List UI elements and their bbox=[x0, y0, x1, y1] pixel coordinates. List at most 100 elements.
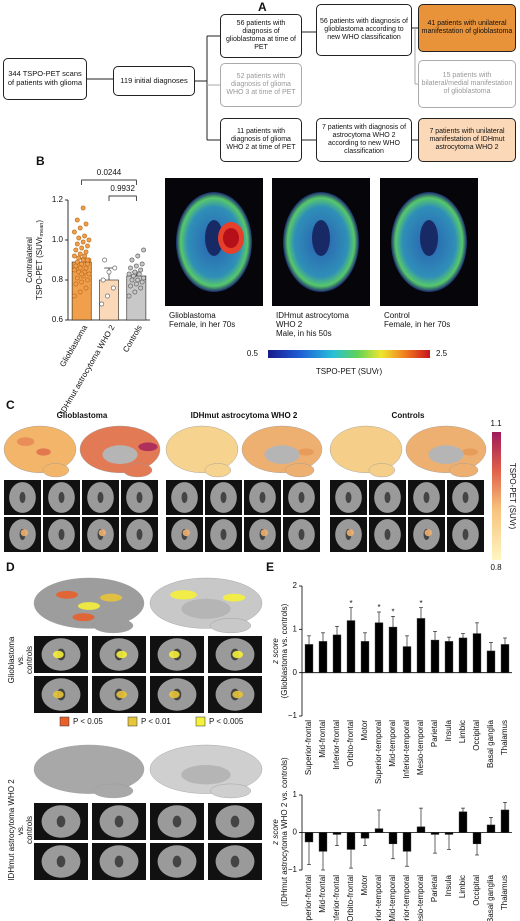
data-point bbox=[86, 271, 92, 277]
x-tick-label: Basal ganglia bbox=[486, 874, 495, 921]
comparison-bracket bbox=[108, 195, 137, 201]
bar bbox=[444, 641, 454, 673]
data-point bbox=[135, 253, 141, 259]
image-caption: IDHmut astrocytoma bbox=[276, 311, 349, 320]
data-point bbox=[71, 229, 77, 235]
group-title: Glioblastoma bbox=[57, 411, 108, 420]
brain-medial-wall bbox=[264, 445, 300, 464]
data-point bbox=[77, 251, 83, 257]
data-point bbox=[106, 269, 112, 275]
brain-patch bbox=[16, 437, 35, 446]
y-axis-label-part: mean bbox=[39, 223, 45, 237]
bar bbox=[402, 646, 412, 673]
axial-ventricle bbox=[58, 528, 65, 541]
x-tick-label: Mid-frontal bbox=[318, 720, 327, 758]
x-tick-label: Limbic bbox=[458, 720, 467, 743]
axial-overlay bbox=[182, 529, 191, 537]
data-point bbox=[131, 273, 136, 279]
x-tick-label: Inferior-temporal bbox=[402, 720, 411, 779]
y-tick-label: 2 bbox=[293, 581, 298, 590]
axial-overlay bbox=[52, 690, 64, 699]
bar bbox=[430, 832, 440, 835]
brain-cerebellum bbox=[42, 463, 70, 478]
y-axis-label: z score bbox=[271, 819, 280, 846]
y-axis-label: (IDHmut astrocytoma WHO 2 vs. controls) bbox=[280, 757, 289, 907]
flow-node: 41 patients with unilateral manifestatio… bbox=[418, 4, 516, 52]
data-point bbox=[133, 263, 139, 269]
pet-lesion-core bbox=[223, 228, 239, 248]
bar bbox=[374, 828, 384, 833]
panel-label: D bbox=[6, 560, 15, 574]
axial-ventricle bbox=[136, 528, 143, 541]
legend-label: P < 0.01 bbox=[141, 717, 171, 726]
data-point bbox=[74, 241, 80, 247]
data-point bbox=[80, 257, 86, 263]
legend-swatch bbox=[195, 716, 206, 727]
y-axis-label: TSPO-PET (SUVrmean) bbox=[35, 220, 45, 300]
data-point bbox=[83, 221, 89, 227]
x-tick-label: Mid-frontal bbox=[318, 875, 327, 913]
bar bbox=[486, 824, 496, 833]
brain-cerebellum bbox=[93, 783, 134, 799]
bar bbox=[430, 639, 440, 673]
brain-cerebellum bbox=[449, 463, 479, 478]
axial-ventricle bbox=[172, 855, 182, 868]
brain-cerebellum bbox=[204, 463, 231, 478]
data-point bbox=[74, 217, 80, 223]
pet-ventricle bbox=[205, 220, 223, 256]
pet-ventricle bbox=[420, 220, 438, 256]
brain-patch bbox=[78, 602, 100, 610]
x-tick-label: Parietal bbox=[430, 875, 439, 902]
x-tick-label: Mid-temporal bbox=[388, 875, 397, 921]
bar bbox=[444, 832, 454, 835]
axial-overlay bbox=[20, 529, 29, 537]
row-label: controls bbox=[25, 646, 34, 674]
y-axis-label: z score bbox=[271, 638, 280, 665]
row-label: controls bbox=[25, 816, 34, 844]
colorbar-tick-label: 1.1 bbox=[490, 419, 502, 428]
x-tick-label: Motor bbox=[360, 720, 369, 741]
axial-overlay bbox=[424, 529, 433, 537]
colorbar bbox=[268, 350, 430, 358]
data-point bbox=[105, 293, 110, 299]
significance-mark: * bbox=[377, 603, 380, 612]
data-point bbox=[79, 271, 85, 277]
data-point bbox=[73, 263, 79, 269]
y-axis-label: (Glioblastoma vs. controls) bbox=[280, 603, 289, 698]
data-point bbox=[83, 285, 89, 291]
data-point bbox=[85, 243, 90, 249]
brain-cerebellum bbox=[368, 463, 396, 478]
axial-ventricle bbox=[220, 491, 227, 504]
x-tick-label: Controls bbox=[121, 324, 144, 354]
brain-surface bbox=[329, 425, 403, 473]
data-point bbox=[110, 285, 116, 291]
axial-overlay bbox=[232, 690, 244, 699]
data-point bbox=[139, 279, 145, 285]
group-title: IDHmut astrocytoma WHO 2 bbox=[191, 411, 298, 420]
data-point bbox=[133, 281, 139, 287]
data-point bbox=[85, 277, 90, 283]
axial-ventricle bbox=[97, 491, 104, 504]
legend-label: P < 0.005 bbox=[209, 717, 244, 726]
data-point bbox=[100, 277, 106, 283]
bar bbox=[318, 641, 328, 673]
brain-patch bbox=[222, 593, 246, 602]
legend-swatch bbox=[127, 716, 138, 727]
flow-node: 119 initial diagnoses bbox=[113, 66, 195, 96]
bar bbox=[402, 832, 412, 852]
bar bbox=[458, 811, 468, 833]
axial-overlay bbox=[116, 650, 128, 659]
flow-node: 7 patients with diagnosis of astrocytoma… bbox=[316, 118, 412, 162]
bar bbox=[388, 626, 398, 673]
axial-ventricle bbox=[298, 491, 305, 504]
bar bbox=[500, 809, 510, 833]
y-tick-label: 1 bbox=[293, 790, 298, 799]
axial-ventricle bbox=[298, 528, 305, 541]
significance-mark: * bbox=[349, 599, 352, 608]
colorbar-label: TSPO-PET (SUVr) bbox=[316, 367, 383, 376]
data-point bbox=[77, 265, 83, 271]
p-value: 0.0244 bbox=[97, 168, 122, 177]
y-tick-label: 1 bbox=[293, 624, 298, 633]
bar bbox=[416, 826, 426, 833]
